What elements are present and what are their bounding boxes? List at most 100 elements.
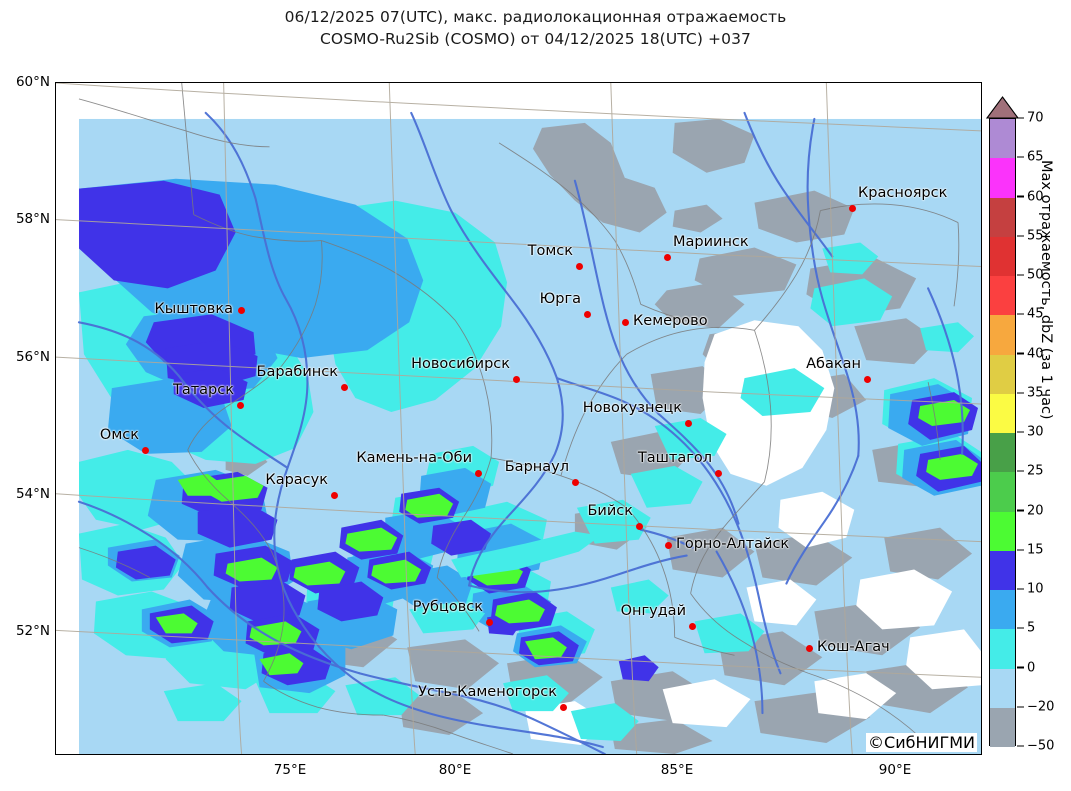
tick-dash-icon: [1017, 627, 1024, 629]
tick-value: −20: [1027, 699, 1055, 715]
colorbar-tick-70: 70: [1017, 111, 1044, 126]
administrative-boundaries: [78, 83, 960, 754]
city-label: Онгудай: [620, 603, 686, 619]
city-label: Новокузнецк: [582, 400, 682, 416]
reflectivity-field: [78, 118, 981, 754]
colorbar-tick-50: 50: [1017, 268, 1044, 283]
city-dot-icon: [663, 253, 671, 261]
x-tick-3: 90°E: [878, 762, 912, 778]
title-line-2: COSMO-Ru2Sib (COSMO) от 04/12/2025 18(UT…: [319, 30, 752, 49]
page-title: 06/12/2025 07(UTC), макс. радиолокационн…: [0, 6, 1071, 51]
colorbar-band-40-45: [990, 315, 1015, 355]
colorbar-band-35-40: [990, 354, 1015, 394]
tick-dash-icon: [1017, 745, 1024, 747]
y-tick-4: 52°N: [15, 623, 50, 639]
tick-value: 20: [1027, 503, 1044, 518]
city-label: Новосибирск: [411, 356, 510, 372]
y-tick-3: 54°N: [15, 486, 50, 502]
city-label: Томск: [527, 243, 573, 259]
tick-dash-icon: [1017, 352, 1024, 355]
city-label: Таштагол: [637, 450, 712, 466]
colorbar-band-0-5: [990, 629, 1015, 669]
tick-value: 5: [1027, 620, 1036, 636]
tick-value: 40: [1027, 346, 1044, 361]
radar-reflectivity-map[interactable]: Кыштовка Барабинск Татарск Омск Карасук Камен…: [55, 82, 982, 755]
city-label: Абакан: [806, 356, 861, 372]
city-label: Татарск: [172, 382, 234, 398]
tick-dash-icon: [1017, 431, 1024, 433]
city-dot-icon: [236, 401, 244, 409]
colorbar-tick-20: 20: [1017, 503, 1044, 518]
colorbar[interactable]: [989, 118, 1016, 747]
colorbar-band-25-30: [990, 433, 1015, 473]
colorbar-tick-15: 15: [1017, 542, 1044, 557]
tick-dash-icon: [1017, 156, 1024, 158]
colorbar-tick--20: −20: [1017, 699, 1054, 714]
city-dot-icon: [848, 204, 856, 212]
colorbar-tick-40: 40: [1017, 346, 1044, 361]
city-label: Кемерово: [633, 313, 708, 329]
city-dot-icon: [237, 306, 245, 314]
city-dot-icon: [340, 383, 348, 391]
x-tick-1: 80°E: [438, 762, 472, 778]
city-label: Барнаул: [504, 459, 569, 475]
tick-dash-icon: [1017, 666, 1024, 669]
colorbar-tick-5: 5: [1017, 621, 1035, 636]
city-dot-icon: [635, 522, 643, 530]
tick-dash-icon: [1017, 274, 1024, 276]
y-tick-1: 58°N: [15, 211, 50, 227]
y-tick-2: 56°N: [15, 349, 50, 365]
colorbar-tick-55: 55: [1017, 228, 1044, 243]
tick-value: 60: [1027, 189, 1044, 204]
city-label: Мариинск: [673, 234, 749, 250]
city-label: Бийск: [587, 503, 633, 519]
tick-value: 70: [1027, 110, 1044, 126]
x-tick-0: 75°E: [273, 762, 307, 778]
tick-dash-icon: [1017, 470, 1024, 472]
tick-dash-icon: [1017, 313, 1024, 315]
city-label: Юрга: [539, 291, 581, 307]
colorbar-band-45-50: [990, 276, 1015, 316]
city-dot-icon: [330, 491, 338, 499]
colorbar-band-20-25: [990, 472, 1015, 512]
tick-dash-icon: [1017, 195, 1024, 198]
city-label: Кыштовка: [154, 301, 233, 317]
tick-value: 15: [1027, 542, 1044, 558]
colorbar-band-65-70: [990, 119, 1015, 159]
tick-value: 10: [1027, 581, 1044, 597]
tick-value: 0: [1027, 660, 1036, 675]
tick-value: −50: [1027, 738, 1055, 754]
colorbar-tick-35: 35: [1017, 385, 1044, 400]
city-dot-icon: [559, 703, 567, 711]
colorbar-tick-30: 30: [1017, 425, 1044, 440]
city-label: Горно-Алтайск: [676, 536, 790, 552]
city-dot-icon: [714, 469, 722, 477]
tick-dash-icon: [1017, 392, 1024, 394]
title-line-1: 06/12/2025 07(UTC), макс. радиолокационн…: [284, 8, 787, 26]
city-dot-icon: [485, 618, 493, 626]
map-graphics: [56, 83, 981, 754]
colorbar-top-arrow: [986, 96, 1019, 119]
city-dot-icon: [575, 262, 583, 270]
colorbar-band--50--20: [990, 707, 1015, 747]
city-dot-icon: [474, 469, 482, 477]
city-label: Карасук: [265, 472, 328, 488]
city-dot-icon: [805, 644, 813, 652]
city-label: Омск: [99, 427, 139, 443]
colorbar-tick-60: 60: [1017, 189, 1044, 204]
tick-value: 45: [1027, 306, 1044, 322]
colorbar-tick--50: −50: [1017, 739, 1054, 754]
city-dot-icon: [684, 419, 692, 427]
city-dot-icon: [863, 375, 871, 383]
x-tick-2: 85°E: [660, 762, 694, 778]
city-label: Барабинск: [256, 364, 339, 380]
city-dot-icon: [583, 310, 591, 318]
tick-value: 55: [1027, 228, 1044, 244]
reflectivity-small-cells: [409, 531, 601, 634]
city-label: Кош-Агач: [817, 639, 890, 655]
city-label: Красноярск: [858, 185, 948, 201]
map-canvas: Кыштовка Барабинск Татарск Омск Карасук Камен…: [56, 83, 981, 754]
city-label: Камень-на-Оби: [356, 450, 472, 466]
city-label: Рубцовск: [412, 599, 483, 615]
rivers: [77, 111, 964, 754]
